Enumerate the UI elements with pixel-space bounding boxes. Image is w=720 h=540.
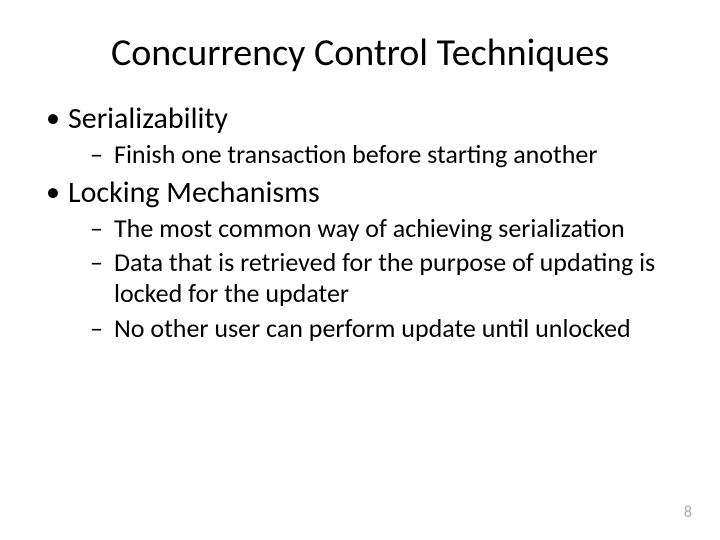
bullet-text: Locking Mechanisms	[68, 174, 320, 211]
list-item: Locking Mechanisms The most common way o…	[40, 174, 680, 344]
slide: Concurrency Control Techniques Serializa…	[0, 0, 720, 540]
sub-bullet-text: Finish one transaction before starting a…	[114, 138, 597, 170]
slide-title: Concurrency Control Techniques	[40, 30, 680, 76]
sub-bullet-list: The most common way of achieving seriali…	[68, 213, 680, 344]
bullet-list: Serializability Finish one transaction b…	[40, 100, 680, 343]
sub-bullet-text: No other user can perform update until u…	[114, 312, 631, 344]
sub-bullet-text: The most common way of achieving seriali…	[114, 212, 625, 244]
bullet-text: Serializability	[68, 100, 228, 137]
list-item: Serializability Finish one transaction b…	[40, 100, 680, 170]
sub-bullet-list: Finish one transaction before starting a…	[68, 139, 680, 170]
sub-bullet-text: Data that is retrieved for the purpose o…	[114, 246, 655, 309]
list-item: Finish one transaction before starting a…	[88, 139, 680, 170]
list-item: The most common way of achieving seriali…	[88, 213, 680, 244]
page-number: 8	[684, 503, 692, 522]
list-item: No other user can perform update until u…	[88, 313, 680, 344]
list-item: Data that is retrieved for the purpose o…	[88, 247, 680, 308]
